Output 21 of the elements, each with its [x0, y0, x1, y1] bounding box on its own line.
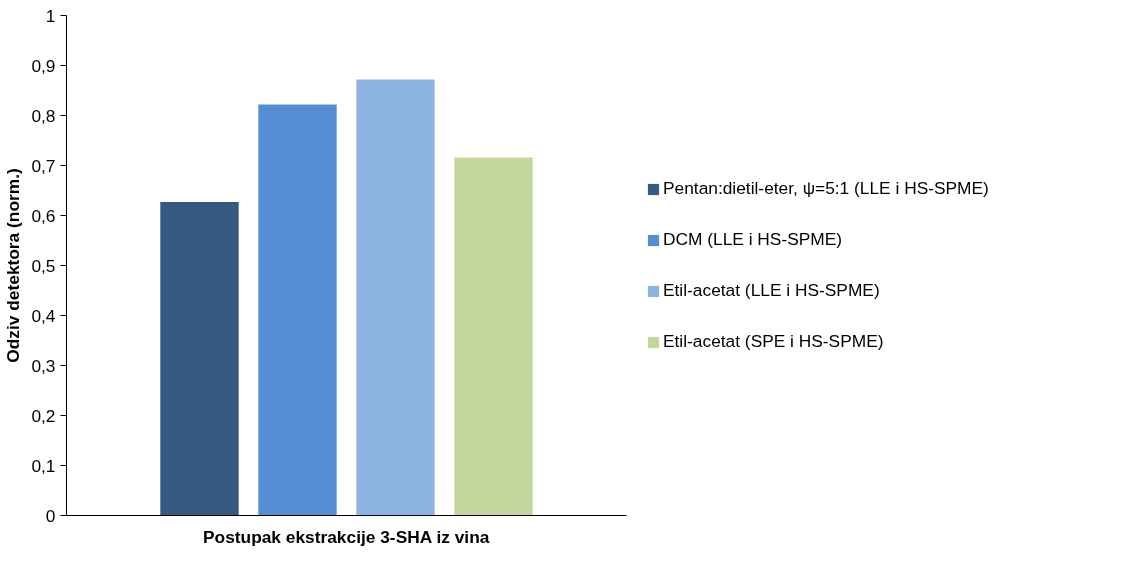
y-tick-label: 1	[45, 5, 56, 26]
y-axis-title: Odziv detektora (norm.)	[3, 168, 24, 363]
y-tick-label: 0,2	[31, 405, 56, 426]
y-tick-label: 0,3	[31, 355, 56, 376]
y-tick-label: 0,4	[31, 305, 56, 326]
bar	[258, 104, 337, 516]
y-tick-label: 0,1	[31, 455, 56, 476]
y-tick-label: 0,8	[31, 105, 56, 126]
bar	[356, 79, 435, 516]
y-tick-label: 0,9	[31, 55, 56, 76]
legend-label: DCM (LLE i HS-SPME)	[663, 229, 843, 250]
y-tick-label: 0,5	[31, 255, 56, 276]
legend-label: Etil-acetat (LLE i HS-SPME)	[663, 280, 880, 301]
bar	[160, 202, 239, 516]
legend-label: Pentan:dietil-eter, ψ=5:1 (LLE i HS-SPME)	[663, 178, 989, 199]
legend-label: Etil-acetat (SPE i HS-SPME)	[663, 331, 884, 352]
y-tick-label: 0,6	[31, 205, 56, 226]
x-axis-title: Postupak ekstrakcije 3-SHA iz vina	[203, 526, 490, 547]
y-tick-label: 0	[45, 505, 56, 526]
bar	[454, 157, 533, 516]
y-tick-label: 0,7	[31, 155, 56, 176]
